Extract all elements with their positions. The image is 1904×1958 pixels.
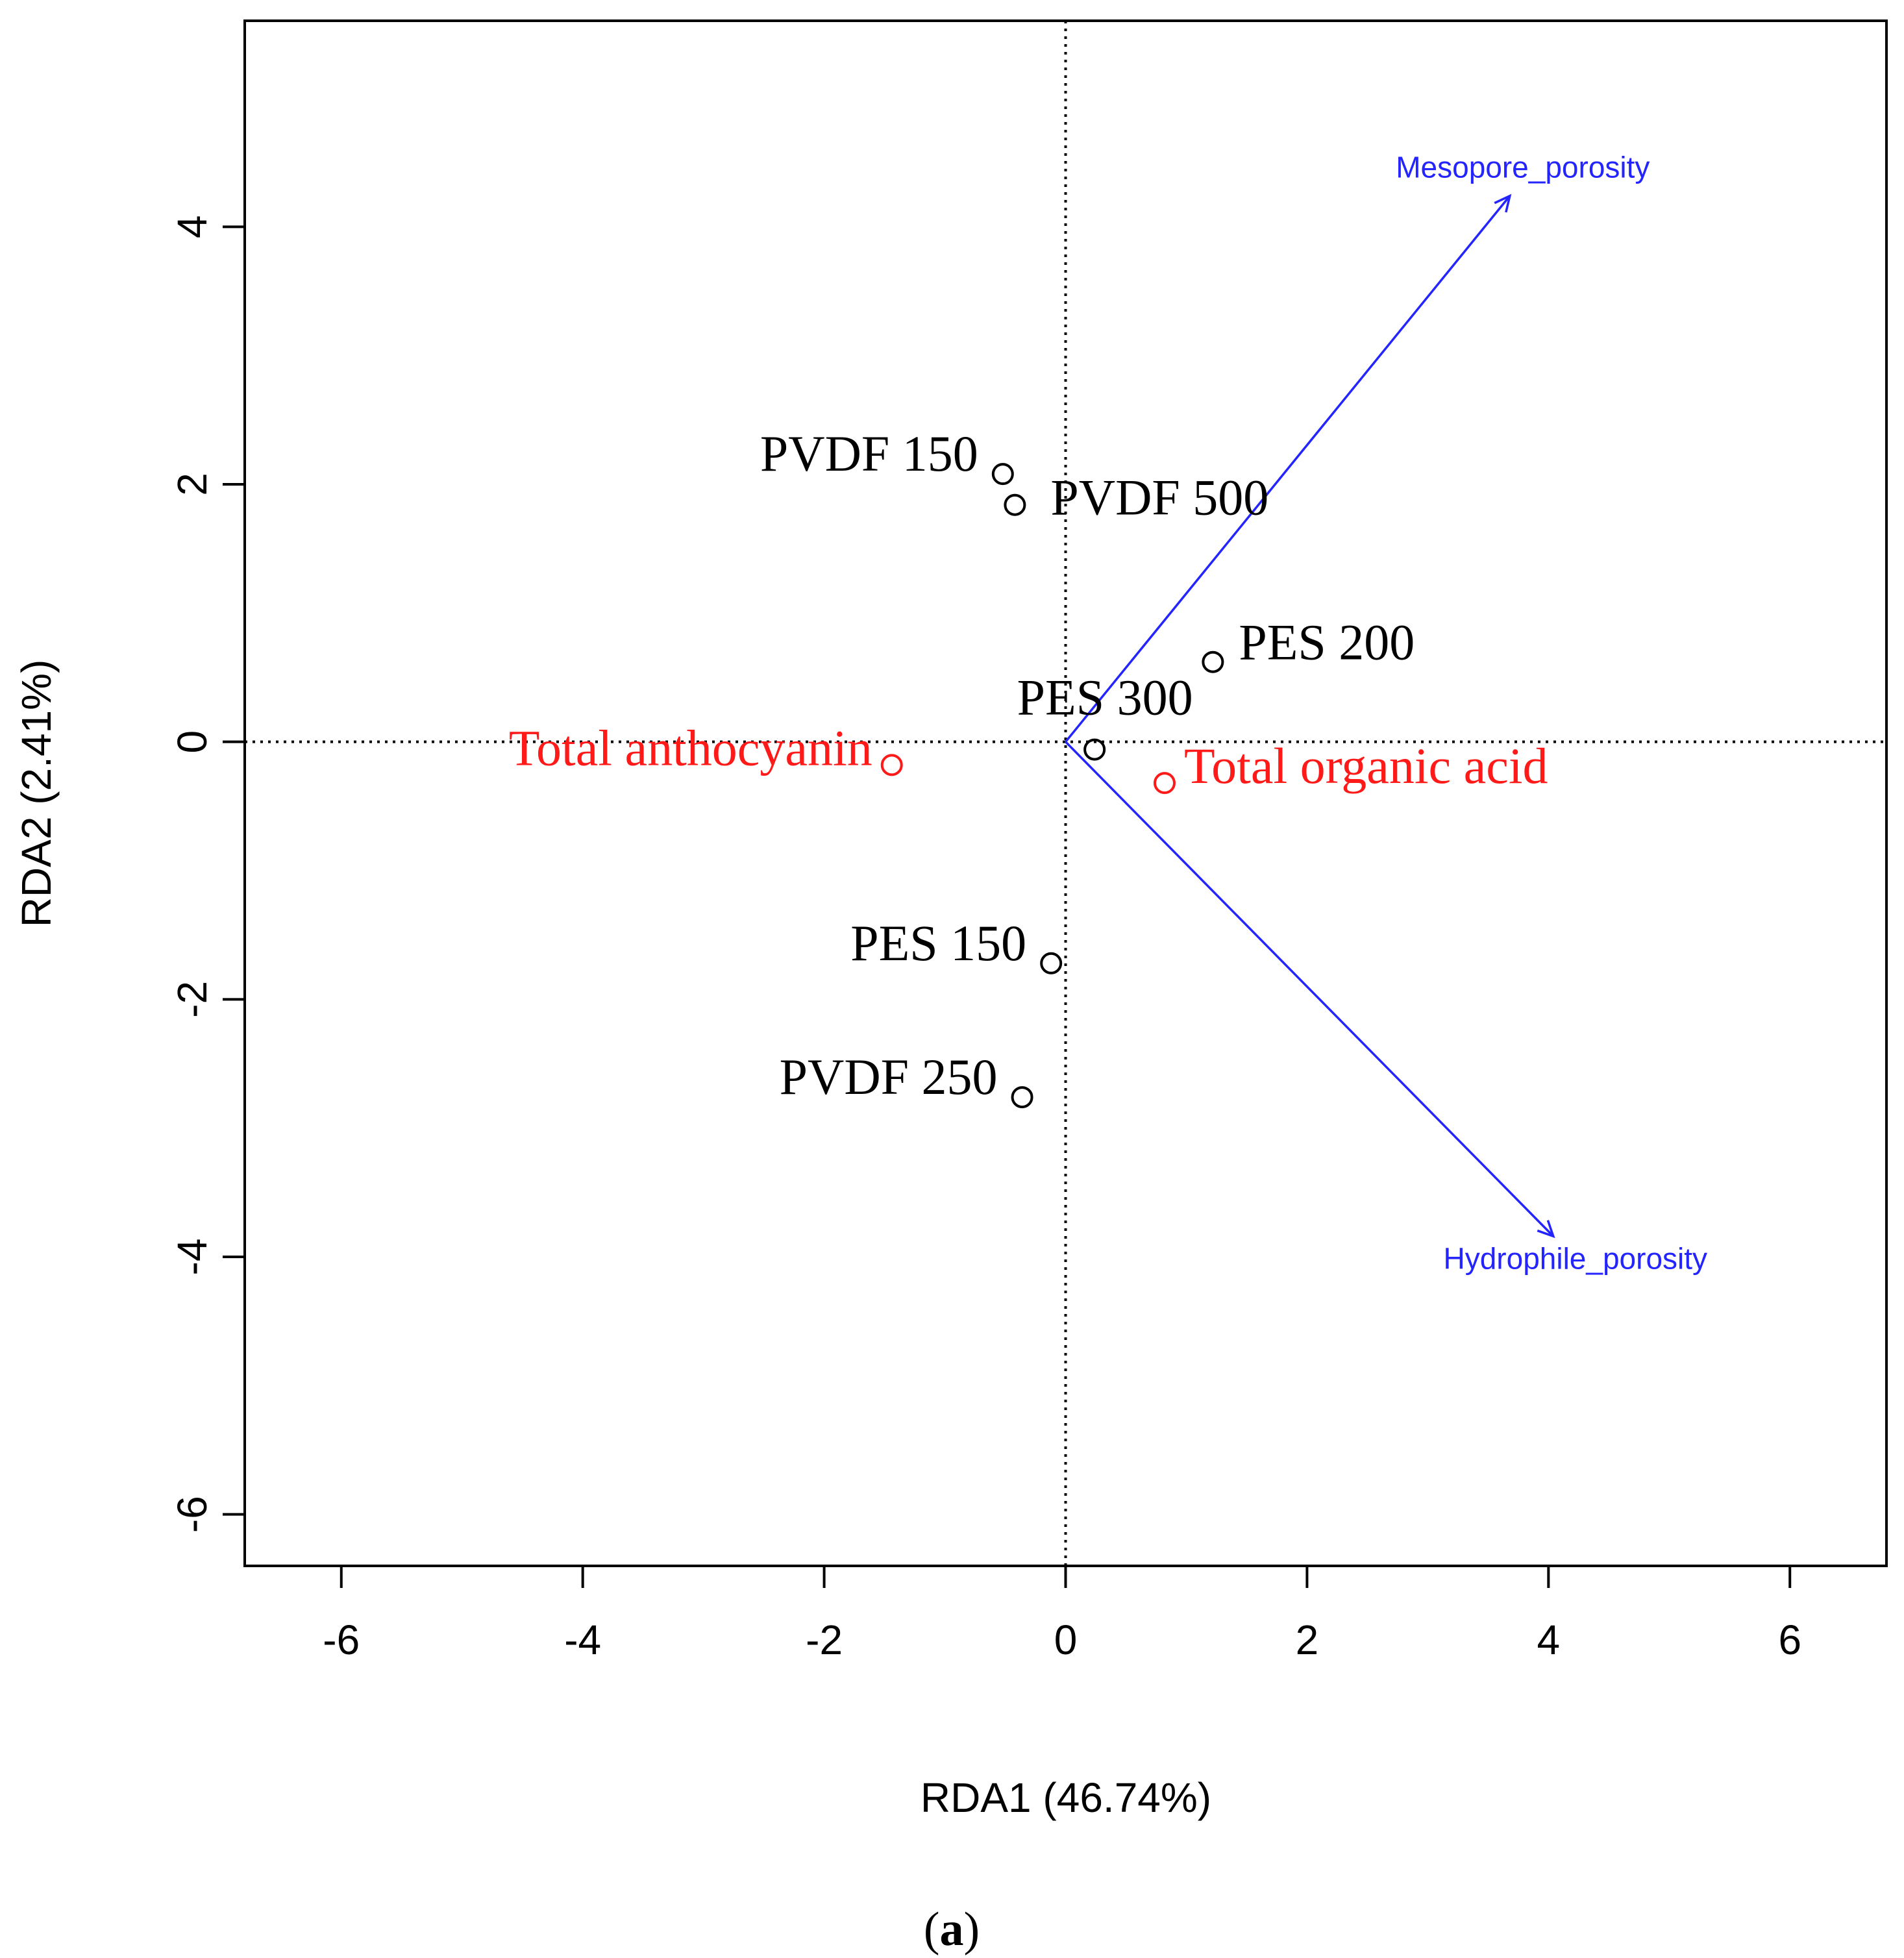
vector-arrowhead bbox=[1494, 193, 1512, 213]
y-axis-title: RDA2 (2.41%) bbox=[13, 660, 60, 928]
x-tick-label: -6 bbox=[323, 1617, 360, 1663]
site-point bbox=[1011, 1086, 1033, 1109]
species-point bbox=[880, 754, 903, 776]
x-axis-title: RDA1 (46.74%) bbox=[921, 1774, 1211, 1821]
site-label: PES 200 bbox=[1239, 614, 1415, 671]
site-point bbox=[1004, 493, 1026, 516]
x-tick-label: 6 bbox=[1778, 1617, 1801, 1663]
figure-caption: (a) bbox=[924, 1903, 980, 1956]
site-point bbox=[1040, 952, 1063, 974]
vector-line bbox=[1065, 195, 1511, 743]
site-label: PES 300 bbox=[1017, 669, 1193, 726]
x-tick-label: -4 bbox=[564, 1617, 601, 1663]
y-tick-label: 0 bbox=[169, 730, 216, 754]
reference-lines bbox=[245, 21, 1886, 1566]
data-points: PVDF 150 PVDF 500 PES 200 PES 300 PES 150 PVD… bbox=[509, 425, 1548, 1109]
vector-line bbox=[1065, 741, 1555, 1237]
site-label: PVDF 250 bbox=[780, 1048, 998, 1105]
caption-close: ) bbox=[964, 1903, 980, 1956]
species-point bbox=[1153, 772, 1176, 795]
site-label: PES 150 bbox=[850, 915, 1026, 971]
axes: -6 -4 -2 0 2 4 6 -6 -4 -2 0 2 4 bbox=[169, 216, 1801, 1663]
y-tick-label: -4 bbox=[169, 1239, 216, 1276]
vector-label: Hydrophile_porosity bbox=[1443, 1241, 1707, 1275]
species-label: Total organic acid bbox=[1184, 737, 1548, 794]
site-point bbox=[1202, 651, 1224, 673]
vector-arrowhead bbox=[1537, 1220, 1555, 1239]
site-point bbox=[991, 463, 1014, 486]
environment-vectors: Mesopore_porosity Hydrophile_porosity bbox=[1065, 151, 1707, 1275]
y-tick-label: 2 bbox=[169, 473, 216, 496]
x-tick-label: 2 bbox=[1296, 1617, 1319, 1663]
site-point bbox=[1083, 738, 1106, 761]
y-tick-label: -6 bbox=[169, 1496, 216, 1533]
vector-label: Mesopore_porosity bbox=[1396, 151, 1650, 184]
y-tick-label: -2 bbox=[169, 981, 216, 1018]
species-label: Total anthocyanin bbox=[509, 719, 872, 776]
site-label: PVDF 500 bbox=[1050, 469, 1268, 526]
x-tick-label: 0 bbox=[1054, 1617, 1078, 1663]
x-tick-label: 4 bbox=[1537, 1617, 1561, 1663]
y-tick-label: 4 bbox=[169, 216, 216, 239]
caption-letter: a bbox=[940, 1903, 964, 1956]
caption-open: ( bbox=[924, 1903, 940, 1956]
site-label: PVDF 150 bbox=[760, 425, 978, 482]
x-tick-label: -2 bbox=[806, 1617, 843, 1663]
